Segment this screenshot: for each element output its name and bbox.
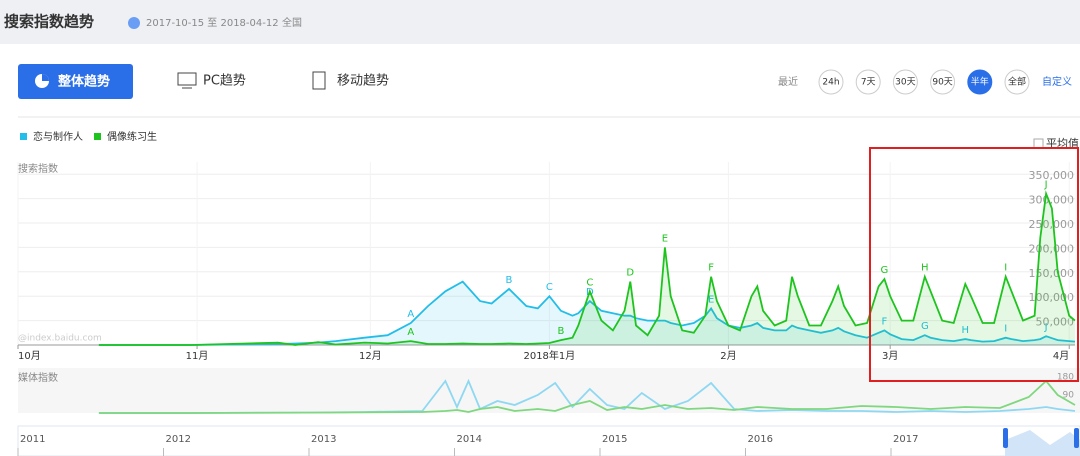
series-line [98,379,1076,414]
tab[interactable]: 整体趋势 [57,74,110,90]
point-marker: C [546,282,553,293]
y-tick-label: 250,000 [1029,218,1075,231]
range-button[interactable] [855,69,881,95]
navigator-year: 2016 [748,434,773,445]
point-marker: H [921,263,929,274]
help-icon[interactable] [128,17,140,29]
y-tick-label: 350,000 [1029,169,1075,182]
tab-active[interactable] [18,64,133,99]
tab[interactable]: PC趋势 [203,73,246,89]
area-fill [98,281,1075,345]
navigator [17,425,1080,456]
y-tick-label: 90 [1063,391,1075,401]
chart-title: 搜索指数 [18,162,58,175]
point-marker: I [1004,324,1007,335]
x-tick-label: 12月 [359,350,382,362]
point-marker: E [708,294,714,305]
point-marker: I [1004,263,1007,274]
point-marker: C [586,277,593,288]
point-marker: D [626,268,634,279]
tab-icon-slice [42,74,49,81]
point-marker: B [506,275,513,286]
legend-swatch [20,133,27,140]
header-bar [0,0,1080,44]
watermark: @index.baidu.com [18,334,102,344]
point-marker: G [921,321,929,332]
range-custom[interactable]: 自定义 [1042,75,1072,88]
series-line [98,378,1076,414]
navigator-year: 2015 [602,434,627,445]
y-tick-label: 50,000 [1036,316,1075,329]
range-prefix: 最近 [778,75,798,88]
series-line [98,190,1076,346]
y-tick-label: 300,000 [1029,194,1075,207]
x-tick-label: 10月 [18,350,41,362]
highlight-box [869,147,1079,382]
tab[interactable]: 移动趋势 [337,73,389,89]
range-button[interactable] [1004,69,1030,95]
navigator-window [1005,430,1080,456]
range-button[interactable] [818,69,844,95]
range-label[interactable]: 半年 [971,76,989,88]
legend-label: 恋与制作人 [33,130,83,143]
point-marker: B [558,326,565,337]
navigator-handle[interactable] [1003,428,1008,448]
point-marker: J [1044,322,1048,333]
point-marker: G [881,265,889,276]
point-marker: A [407,309,414,320]
chart-title: 媒体指数 [18,371,58,384]
range-label[interactable]: 7天 [861,78,876,88]
date-range: 2017-10-15 至 2018-04-12 [146,17,279,29]
legend-label: 偶像练习生 [107,130,157,143]
average-option[interactable]: 平均值 [1046,137,1079,150]
region: 全国 [282,16,302,29]
navigator-year: 2013 [311,434,336,445]
media-band [18,368,1080,413]
x-tick-label: 2018年1月 [523,349,575,362]
x-tick-label: 11月 [186,350,209,362]
pc-icon [177,72,197,86]
range-label[interactable]: 全部 [1008,76,1026,88]
point-marker: E [662,233,668,244]
x-tick-label: 4月 [1053,350,1069,362]
checkbox[interactable] [1033,138,1044,149]
range-button[interactable] [930,69,956,95]
x-tick-label: 2月 [720,350,736,362]
point-marker: F [708,263,714,274]
navigator-year: 2014 [457,434,482,445]
area-fill [98,193,1075,345]
range-button[interactable] [892,69,918,95]
y-tick-label: 180 [1057,373,1074,383]
navigator-year: 2017 [893,434,918,445]
range-label[interactable]: 24h [822,78,839,88]
range-label[interactable]: 30天 [895,78,915,88]
legend-swatch [94,133,101,140]
range-label[interactable]: 90天 [932,78,952,88]
point-marker: F [882,316,888,327]
navigator-year: 2012 [166,434,191,445]
y-tick-label: 100,000 [1029,291,1075,304]
phone-icon [312,71,326,90]
range-button[interactable] [967,69,993,95]
x-tick-label: 3月 [882,350,898,362]
point-marker: H [961,325,969,336]
point-marker: A [407,327,414,338]
navigator-handle[interactable] [1074,428,1079,448]
navigator-year: 2011 [20,434,45,445]
point-marker: J [1044,180,1048,191]
y-tick-label: 150,000 [1029,267,1075,280]
header-title: 搜索指数趋势 [4,13,94,31]
